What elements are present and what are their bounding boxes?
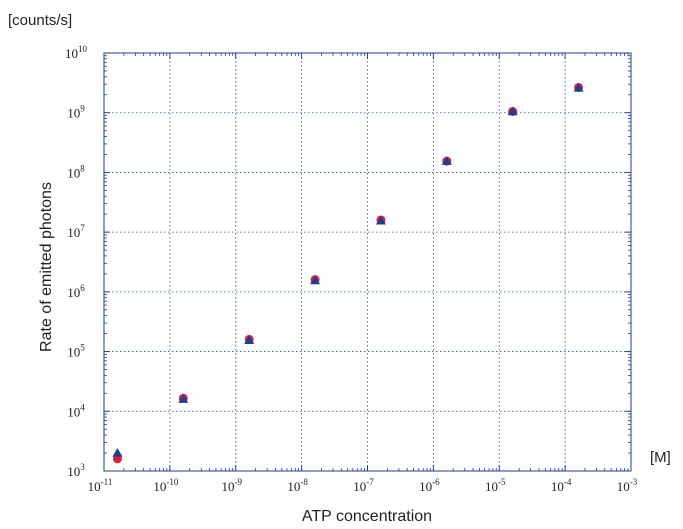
y-tick-label: 107 — [67, 223, 85, 240]
y-tick-label: 106 — [67, 283, 85, 300]
data-point-triangle — [244, 335, 255, 344]
x-tick-labels: 10-11 10-10 10-9 10-8 10-7 10-6 10-5 10-4 10-3 — [88, 477, 638, 494]
y-tick-label: 105 — [67, 343, 85, 360]
y-axis-label: Rate of emitted photons — [38, 182, 55, 352]
y-tick-label: 108 — [67, 163, 85, 180]
x-unit-label: [M] — [650, 449, 671, 466]
x-axis-label: ATP concentration — [302, 508, 432, 525]
x-tick-label: 10-10 — [153, 477, 178, 494]
data-point-triangle — [310, 275, 321, 285]
plot-frame — [103, 52, 632, 472]
x-tick-label: 10-9 — [222, 477, 243, 494]
data-point-triangle — [507, 106, 518, 116]
y-tick-label: 1010 — [65, 44, 88, 61]
x-tick-label: 10-3 — [617, 477, 638, 494]
y-unit-label: [counts/s] — [8, 12, 72, 29]
data-point-triangle — [178, 394, 189, 403]
x-tick-label: 10-5 — [485, 477, 506, 494]
data-point-triangle — [375, 215, 386, 225]
y-tick-label: 109 — [67, 104, 85, 121]
y-tick-label: 104 — [67, 402, 85, 419]
x-tick-label: 10-11 — [88, 477, 113, 494]
x-tick-label: 10-4 — [551, 477, 572, 494]
grid — [104, 53, 631, 471]
x-tick-label: 10-8 — [287, 477, 308, 494]
x-tick-label: 10-7 — [353, 477, 374, 494]
data-points — [112, 82, 584, 464]
y-tick-label: 103 — [67, 462, 85, 479]
data-point-triangle — [573, 82, 584, 92]
y-tick-labels: 103 104 105 106 107 108 109 1010 — [65, 44, 88, 479]
data-point-triangle — [441, 156, 452, 165]
x-tick-label: 10-6 — [419, 477, 440, 494]
data-point-triangle — [112, 448, 123, 457]
